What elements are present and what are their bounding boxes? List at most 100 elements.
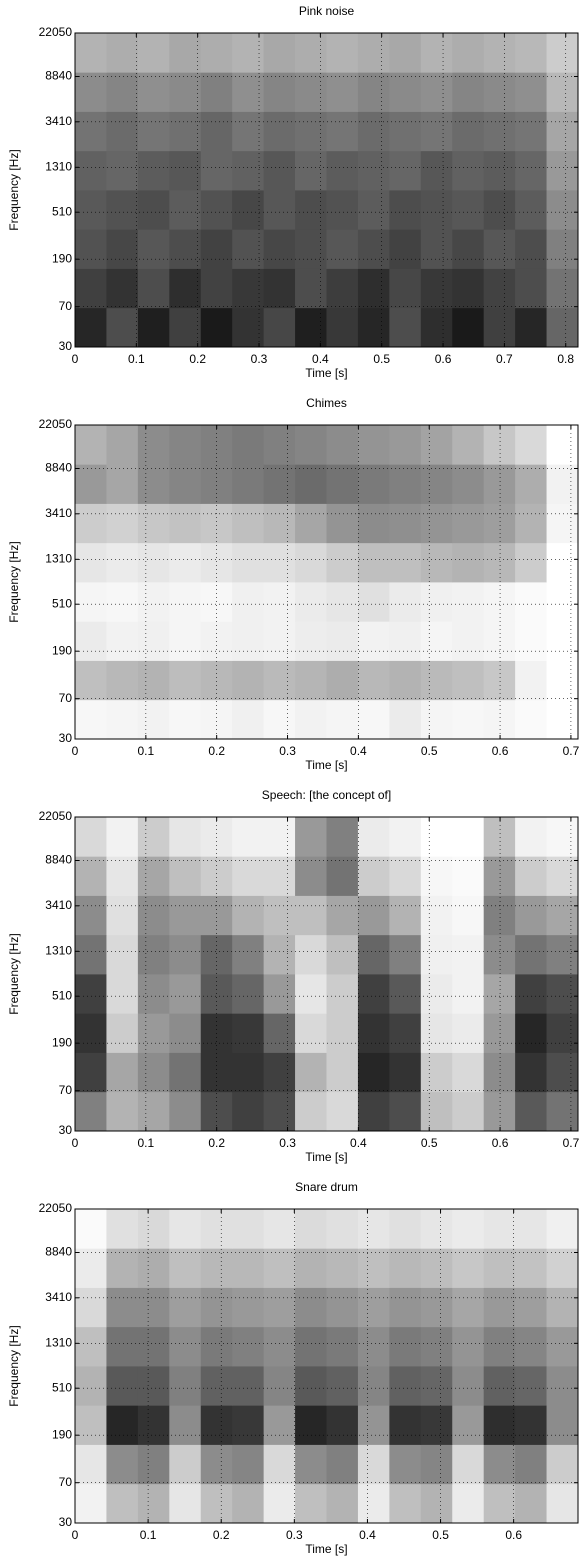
spectrogram-cell xyxy=(326,660,359,701)
spectrogram-cell xyxy=(326,1209,359,1249)
spectrogram-cell xyxy=(295,1405,327,1445)
spectrogram-cell xyxy=(106,1326,139,1367)
spectrogram-cell xyxy=(263,111,296,152)
spectrogram-cell xyxy=(483,817,516,857)
spectrogram-cell xyxy=(483,425,516,465)
spectrogram-cell xyxy=(106,934,139,975)
x-tick-label: 0.7 xyxy=(563,1136,580,1150)
spectrogram-cell xyxy=(515,190,547,230)
spectrogram-cell xyxy=(263,974,296,1014)
spectrogram-cell xyxy=(483,1209,516,1249)
spectrogram-cell xyxy=(357,1405,390,1445)
spectrogram-cell xyxy=(232,699,265,740)
x-tick-label: 0.4 xyxy=(350,744,367,758)
spectrogram-cell xyxy=(295,1013,327,1053)
spectrogram-cell xyxy=(75,1248,107,1288)
spectrogram-cell xyxy=(389,1052,422,1093)
spectrogram-cell xyxy=(106,150,139,191)
spectrogram-cell xyxy=(357,1052,390,1093)
spectrogram-cell xyxy=(200,817,233,857)
spectrogram-cell xyxy=(263,1326,296,1367)
spectrogram-cell xyxy=(295,934,327,975)
spectrogram-cell xyxy=(326,268,359,309)
spectrogram-cell xyxy=(515,1483,547,1524)
spectrogram-cell xyxy=(483,934,516,975)
y-tick-label: 1310 xyxy=(45,159,72,173)
spectrogram-cell xyxy=(232,817,265,857)
spectrogram-cell xyxy=(420,1326,453,1367)
chart-title: Snare drum xyxy=(295,1180,358,1194)
x-tick-label: 0.3 xyxy=(279,1136,296,1150)
spectrogram-cell xyxy=(452,817,485,857)
y-tick-label: 22050 xyxy=(39,1201,73,1215)
x-axis-label: Time [s] xyxy=(305,758,347,772)
spectrogram-cell xyxy=(452,974,485,1014)
spectrogram-cell xyxy=(75,464,107,504)
spectrogram-cell xyxy=(546,856,579,896)
spectrogram-cell xyxy=(452,1209,485,1249)
x-tick-label: 0.2 xyxy=(208,744,225,758)
spectrogram-cell xyxy=(546,1209,579,1249)
spectrogram-cell xyxy=(169,1052,202,1093)
spectrogram-cell xyxy=(232,150,265,191)
spectrogram-cell xyxy=(452,1405,485,1445)
y-tick-label: 3410 xyxy=(45,114,72,128)
y-tick-label: 190 xyxy=(52,251,72,265)
spectrogram-cell xyxy=(389,425,422,465)
spectrogram-cell xyxy=(263,542,296,583)
spectrogram-cell xyxy=(232,895,265,936)
spectrogram-cell xyxy=(232,1287,265,1328)
spectrogram-cell xyxy=(483,1405,516,1445)
spectrogram-cell xyxy=(483,895,516,936)
spectrogram-cell xyxy=(75,1444,107,1485)
y-tick-label: 8840 xyxy=(45,461,72,475)
spectrogram-cell xyxy=(452,72,485,112)
spectrogram-cell xyxy=(75,660,107,701)
spectrogram-cell xyxy=(137,895,170,936)
spectrogram-cell xyxy=(515,817,547,857)
spectrogram-cell xyxy=(483,1483,516,1524)
spectrogram-cell xyxy=(452,33,485,73)
spectrogram-cell xyxy=(232,425,265,465)
spectrogram-cell xyxy=(75,974,107,1014)
spectrogram-cell xyxy=(483,268,516,309)
spectrogram-cell xyxy=(169,307,202,348)
spectrogram-cell xyxy=(169,817,202,857)
spectrogram-cell xyxy=(75,111,107,152)
spectrogram-cell xyxy=(169,1483,202,1524)
spectrogram-cell xyxy=(106,1209,139,1249)
spectrogram-cell xyxy=(263,1405,296,1445)
spectrogram-cell xyxy=(515,1091,547,1132)
spectrogram-cell xyxy=(515,150,547,191)
spectrogram-cell xyxy=(483,542,516,583)
x-tick-label: 0.8 xyxy=(557,352,574,366)
spectrogram-cell xyxy=(546,1444,579,1485)
spectrogram-cell xyxy=(483,1052,516,1093)
spectrogram-cell xyxy=(326,464,359,504)
spectrogram-cell xyxy=(232,33,265,73)
spectrogram-cell xyxy=(263,699,296,740)
spectrogram-cell xyxy=(106,190,139,230)
spectrogram-cell xyxy=(357,1209,390,1249)
spectrogram-cell xyxy=(515,268,547,309)
spectrogram-cell xyxy=(546,1013,579,1053)
spectrogram-cell xyxy=(137,582,170,622)
spectrogram-cell xyxy=(263,582,296,622)
spectrogram-cell xyxy=(137,1287,170,1328)
spectrogram-cell xyxy=(452,503,485,544)
spectrogram-cell xyxy=(137,503,170,544)
spectrogram-cell xyxy=(232,1209,265,1249)
spectrogram-cell xyxy=(389,229,422,269)
spectrogram-cell xyxy=(420,699,453,740)
y-axis-label: Frequency [Hz] xyxy=(7,149,21,230)
spectrogram-cell xyxy=(420,1483,453,1524)
y-tick-label: 3410 xyxy=(45,506,72,520)
spectrogram-cell xyxy=(295,307,327,348)
spectrogram-cell xyxy=(169,1287,202,1328)
spectrogram-cell xyxy=(452,856,485,896)
spectrogram-cell xyxy=(295,229,327,269)
spectrogram-cell xyxy=(546,190,579,230)
spectrogram-cell xyxy=(263,464,296,504)
spectrogram-cell xyxy=(483,464,516,504)
spectrogram-cell xyxy=(106,1287,139,1328)
